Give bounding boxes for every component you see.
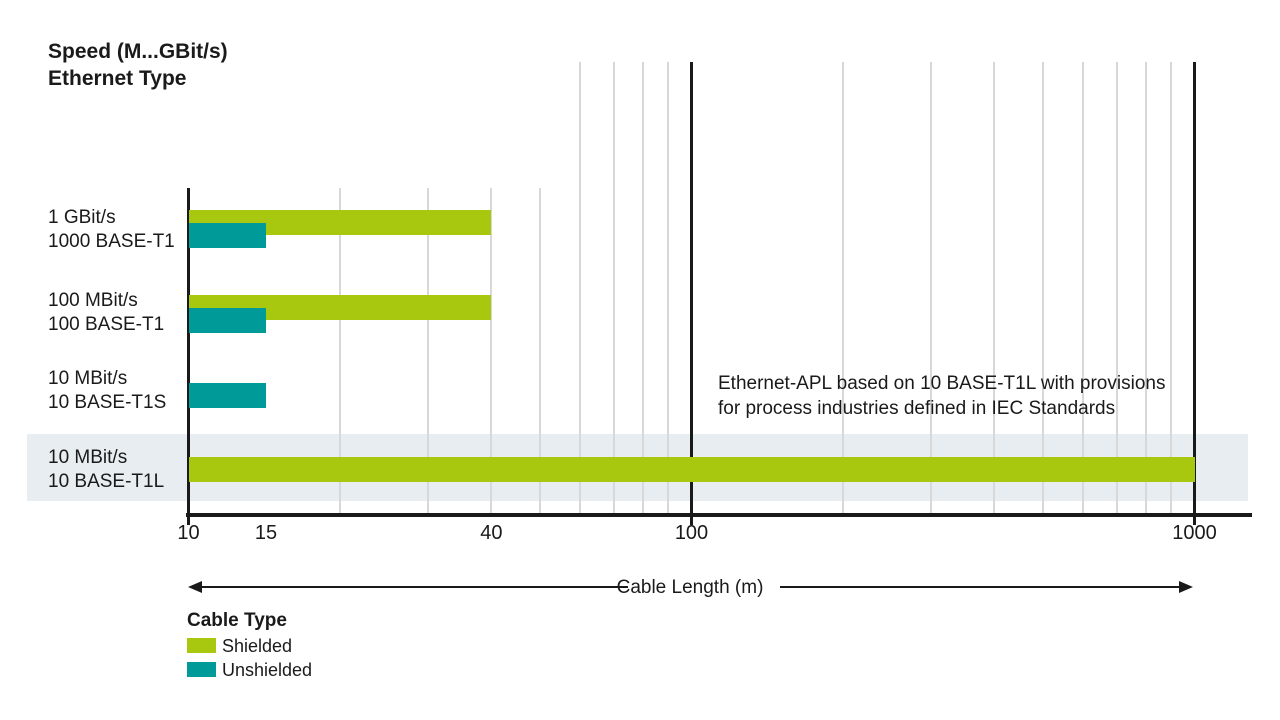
- bar-unshielded-row1: [189, 223, 266, 248]
- legend-swatch-unshielded: [187, 662, 216, 677]
- y-axis-line: [187, 188, 190, 525]
- tick-label-1000: 1000: [1172, 522, 1217, 544]
- row-label-speed: 1 GBit/s: [48, 207, 116, 228]
- bar-shielded-row4: [189, 457, 1195, 482]
- row-label-ethernet-type: 1000 BASE-T1: [48, 231, 175, 252]
- row-label-1000-base-t1: 1 GBit/s 1000 BASE-T1: [48, 206, 175, 254]
- chart-title-line2: Ethernet Type: [48, 67, 187, 90]
- row-label-ethernet-type: 10 BASE-T1S: [48, 392, 167, 413]
- annotation-line2: for process industries defined in IEC St…: [718, 398, 1116, 419]
- gridline-30: [427, 188, 430, 515]
- gridline-80: [641, 62, 644, 515]
- gridline-600: [1081, 62, 1084, 515]
- legend-swatch-shielded: [187, 638, 216, 653]
- row-label-ethernet-type: 10 BASE-T1L: [48, 471, 165, 492]
- major-line-1000: [1193, 62, 1196, 525]
- tick-label-15: 15: [254, 522, 278, 544]
- gridline-70: [612, 62, 615, 515]
- row-label-10-base-t1s: 10 MBit/s 10 BASE-T1S: [48, 367, 166, 415]
- chart-title-line1: Speed (M...GBit/s): [48, 40, 228, 63]
- gridline-900: [1170, 62, 1173, 515]
- gridline-60: [578, 62, 581, 515]
- annotation: Ethernet-APL based on 10 BASE-T1L with p…: [718, 371, 1165, 421]
- row-label-speed: 10 MBit/s: [48, 368, 128, 389]
- major-line-100: [690, 62, 693, 525]
- bar-unshielded-row3: [189, 383, 266, 408]
- x-axis-arrow-left-icon: [188, 581, 202, 593]
- annotation-line1: Ethernet-APL based on 10 BASE-T1L with p…: [718, 373, 1166, 394]
- legend-label: Shielded: [222, 636, 293, 656]
- gridline-700: [1115, 62, 1118, 515]
- legend-title: Cable Type: [187, 610, 287, 631]
- chart-title: Speed (M...GBit/s) Ethernet Type: [48, 38, 228, 92]
- x-axis-arrow-line-right: [780, 586, 1180, 588]
- tick-label-40: 40: [480, 522, 503, 544]
- gridline-50: [539, 188, 542, 515]
- x-axis-arrow-right-icon: [1179, 581, 1193, 593]
- row-label-speed: 10 MBit/s: [48, 447, 128, 468]
- x-axis-label: Cable Length (m): [616, 577, 764, 598]
- gridline-20: [338, 188, 341, 515]
- row-label-100-base-t1: 100 MBit/s 100 BASE-T1: [48, 289, 164, 337]
- row-label-speed: 100 MBit/s: [48, 290, 138, 311]
- row-label-10-base-t1l: 10 MBit/s 10 BASE-T1L: [48, 446, 164, 494]
- gridline-500: [1042, 62, 1045, 515]
- row-label-ethernet-type: 100 BASE-T1: [48, 314, 165, 335]
- legend-label: Unshielded: [222, 660, 313, 680]
- tick-label-100: 100: [674, 522, 709, 544]
- tick-label-10: 10: [177, 522, 200, 544]
- gridline-800: [1144, 62, 1147, 515]
- bar-unshielded-row2: [189, 308, 266, 333]
- x-axis-arrow-line-left: [200, 586, 628, 588]
- gridline-300: [930, 62, 933, 515]
- x-axis-line: [186, 513, 1252, 517]
- gridline-200: [841, 62, 844, 515]
- gridline-40: [490, 188, 493, 515]
- gridline-90: [667, 62, 670, 515]
- gridline-400: [993, 62, 996, 515]
